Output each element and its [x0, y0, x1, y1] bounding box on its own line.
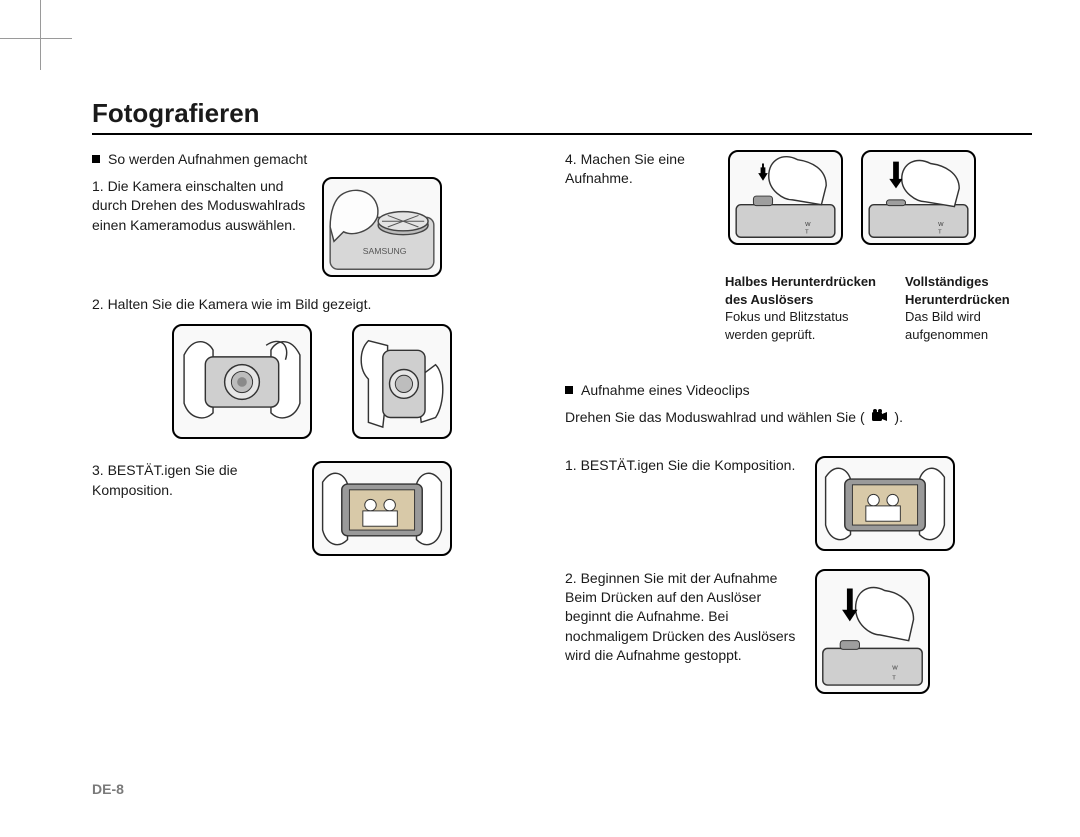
step-4-row: 4. Machen Sie eine Aufnahme. T W [565, 150, 1035, 245]
mode-dial-illustration: SAMSUNG [322, 177, 442, 277]
page-title: Fotografieren [92, 98, 1032, 135]
video-step-2-text: 2. Beginnen Sie mit der Aufnahme Beim Dr… [565, 569, 815, 666]
svg-text:SAMSUNG: SAMSUNG [363, 246, 407, 256]
svg-text:W: W [892, 665, 898, 671]
crop-mark-vertical [40, 0, 41, 70]
hold-camera-vertical-illustration [352, 324, 452, 439]
svg-text:T: T [805, 229, 809, 235]
full-press-label: Vollständiges Herunterdrücken Das Bild w… [905, 273, 1035, 343]
bullet-square-icon [92, 155, 100, 163]
left-column: So werden Aufnahmen gemacht 1. Die Kamer… [92, 150, 532, 574]
video-compose-illustration [815, 456, 955, 551]
video-intro-b: ). [894, 409, 903, 425]
half-press-shutter-illustration: T W [728, 150, 843, 245]
press-labels-row: Halbes Herunterdrücken des Auslösers Fok… [725, 259, 1035, 343]
video-intro-a: Drehen Sie das Moduswahlrad und wählen S… [565, 409, 865, 425]
lead-text: So werden Aufnahmen gemacht [108, 150, 307, 169]
section-lead: So werden Aufnahmen gemacht [92, 150, 532, 169]
full-press-title: Vollständiges Herunterdrücken [905, 273, 1035, 308]
video-step-1: 1. BESTÄT.igen Sie die Komposition. [565, 456, 1035, 551]
video-step-1-text: 1. BESTÄT.igen Sie die Komposition. [565, 456, 815, 475]
video-record-press-illustration: T W [815, 569, 930, 694]
step-2-illustrations [92, 324, 532, 439]
movie-mode-icon [872, 409, 888, 428]
bullet-square-icon [565, 386, 573, 394]
half-press-title: Halbes Herunterdrücken des Auslösers [725, 273, 885, 308]
half-press-label: Halbes Herunterdrücken des Auslösers Fok… [725, 273, 885, 343]
compose-shot-illustration [312, 461, 452, 556]
step-4-text: 4. Machen Sie eine Aufnahme. [565, 150, 710, 189]
half-press-body: Fokus und Blitzstatus werden geprüft. [725, 308, 885, 343]
step-1: 1. Die Kamera einschalten und durch Dreh… [92, 177, 532, 277]
right-column: 4. Machen Sie eine Aufnahme. T W [565, 150, 1035, 712]
svg-text:T: T [892, 675, 896, 681]
video-section-lead: Aufnahme eines Videoclips [565, 381, 1035, 400]
video-step-2: 2. Beginnen Sie mit der Aufnahme Beim Dr… [565, 569, 1035, 694]
step-3-text: 3. BESTÄT.igen Sie die Komposition. [92, 461, 312, 500]
svg-text:W: W [805, 222, 811, 228]
full-press-column: T W [861, 150, 976, 245]
svg-text:T: T [938, 229, 942, 235]
video-lead-text: Aufnahme eines Videoclips [581, 381, 750, 400]
full-press-body: Das Bild wird aufgenommen [905, 308, 1035, 343]
manual-page: Fotografieren So werden Aufnahmen gemach… [0, 0, 1080, 837]
page-number: DE-8 [92, 781, 124, 797]
full-press-shutter-illustration: T W [861, 150, 976, 245]
video-intro: Drehen Sie das Moduswahlrad und wählen S… [565, 408, 1035, 428]
hold-camera-horizontal-illustration [172, 324, 312, 439]
step-1-text: 1. Die Kamera einschalten und durch Dreh… [92, 177, 322, 235]
step-2-text: 2. Halten Sie die Kamera wie im Bild gez… [92, 295, 532, 314]
half-press-column: T W [728, 150, 843, 245]
svg-text:W: W [938, 222, 944, 228]
crop-mark-horizontal [0, 38, 72, 39]
step-3: 3. BESTÄT.igen Sie die Komposition. [92, 461, 532, 556]
